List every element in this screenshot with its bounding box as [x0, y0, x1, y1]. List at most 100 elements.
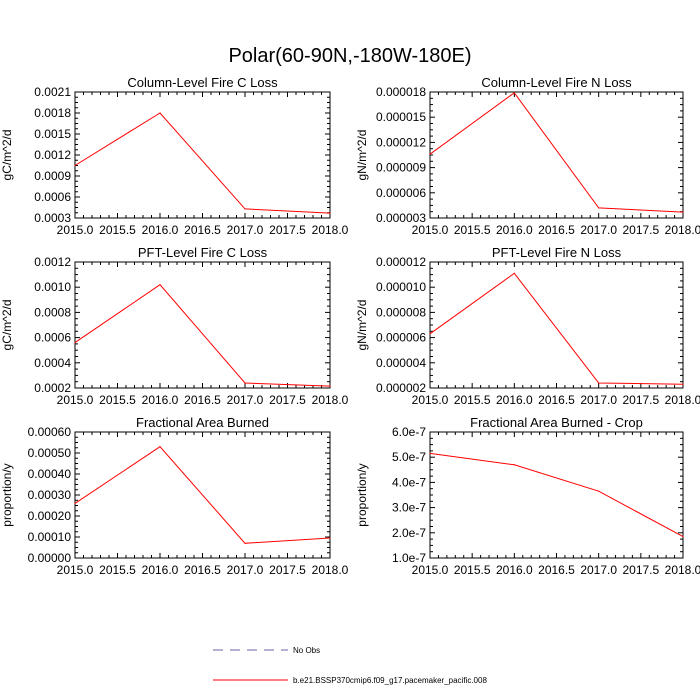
y-axis-label: proportion/y [0, 463, 14, 526]
series-line [74, 446, 331, 544]
y-tick-label: 0.0015 [34, 127, 71, 141]
data-point [159, 446, 161, 448]
y-tick-label: 0.0002 [34, 381, 71, 395]
x-tick-label: 2016.0 [142, 223, 179, 237]
y-tick-label: 0.0018 [34, 106, 71, 120]
data-point [429, 452, 431, 455]
panel-2: Column-Level Fire N Loss 0.000003 0.000006… [355, 75, 700, 237]
series-line [74, 112, 331, 214]
data-point [429, 153, 431, 155]
x-tick-label: 2018.0 [312, 223, 349, 237]
y-tick-label: 0.000009 [376, 161, 426, 175]
y-tick-label: 0.000015 [376, 110, 426, 124]
y-axis-label: gC/m^2/d [0, 300, 14, 351]
x-tick-label: 2017.0 [227, 393, 264, 407]
panel-4: PFT-Level Fire N Loss 0.000002 0.000004 0.0… [355, 245, 700, 407]
data-point [682, 535, 684, 538]
series-line [429, 452, 684, 538]
data-point [598, 382, 600, 384]
x-tick-label: 2015.0 [412, 223, 449, 237]
y-tick-label: 0.0021 [34, 85, 71, 99]
panel-title: Fractional Area Burned - Crop [470, 415, 643, 430]
y-tick-label: 0.000018 [376, 85, 426, 99]
data-point [74, 164, 76, 167]
data-point [329, 537, 331, 539]
y-tick-label: 0.00030 [28, 488, 72, 502]
plot-frame [429, 431, 684, 559]
data-point [159, 284, 161, 286]
data-point [429, 333, 431, 335]
x-tick-label: 2015.5 [99, 393, 136, 407]
panel-title: Column-Level Fire N Loss [481, 75, 632, 90]
plot-frame [74, 91, 331, 219]
panel-3: PFT-Level Fire C Loss 0.0002 0.0004 0.0006 0… [0, 245, 349, 407]
x-tick-label: 2015.0 [57, 393, 94, 407]
data-point [598, 207, 600, 209]
x-tick-label: 2017.5 [269, 563, 306, 577]
panel-title: Fractional Area Burned [136, 415, 269, 430]
x-tick-label: 2015.0 [412, 563, 449, 577]
y-tick-label: 0.0006 [34, 331, 71, 345]
data-point [159, 112, 161, 114]
x-tick-label: 2016.0 [142, 563, 179, 577]
data-point [682, 211, 684, 213]
y-tick-label: 0.000006 [376, 186, 426, 200]
plot-frame [429, 91, 684, 219]
panel-title: PFT-Level Fire C Loss [138, 245, 268, 260]
x-tick-label: 2015.5 [99, 563, 136, 577]
y-axis-label: gN/m^2/d [355, 300, 369, 351]
y-tick-label: 0.0003 [34, 211, 71, 225]
x-tick-label: 2015.0 [412, 393, 449, 407]
y-tick-label: 0.00050 [28, 446, 72, 460]
x-tick-label: 2017.5 [622, 223, 659, 237]
x-tick-label: 2018.0 [665, 393, 700, 407]
x-tick-label: 2017.0 [580, 563, 617, 577]
y-tick-label: 0.000006 [376, 331, 426, 345]
x-tick-label: 2018.0 [665, 563, 700, 577]
x-tick-label: 2015.5 [454, 393, 491, 407]
panels: Column-Level Fire C Loss 0.0003 0.0006 0.00… [0, 75, 700, 577]
x-tick-label: 2016.0 [142, 393, 179, 407]
x-tick-label: 2015.5 [454, 563, 491, 577]
y-tick-label: 0.00000 [28, 551, 72, 565]
data-point [513, 272, 515, 274]
series-line [429, 92, 684, 213]
x-tick-label: 2015.5 [99, 223, 136, 237]
y-axis-label: gN/m^2/d [355, 130, 369, 181]
figure-title: Polar(60-90N,-180W-180E) [228, 45, 471, 67]
x-tick-label: 2016.5 [538, 223, 575, 237]
y-tick-label: 0.000012 [376, 135, 426, 149]
data-point [513, 92, 515, 94]
y-tick-label: 5.0e-7 [392, 450, 426, 464]
x-tick-label: 2018.0 [312, 393, 349, 407]
series-line [429, 272, 684, 385]
plot-frame [74, 261, 331, 389]
x-tick-label: 2015.0 [57, 223, 94, 237]
panel-6: Fractional Area Burned - Crop 1.0e-7 2.0e-… [355, 415, 700, 577]
x-tick-label: 2016.5 [184, 563, 221, 577]
data-point [244, 382, 246, 384]
x-tick-label: 2017.0 [227, 223, 264, 237]
y-tick-label: 0.0012 [34, 148, 71, 162]
plot-frame [429, 261, 684, 389]
x-tick-label: 2016.0 [496, 393, 533, 407]
y-tick-label: 0.00040 [28, 467, 72, 481]
x-tick-label: 2018.0 [312, 563, 349, 577]
data-point [74, 502, 76, 504]
y-tick-label: 0.0012 [34, 255, 71, 269]
x-tick-label: 2016.5 [184, 223, 221, 237]
y-tick-label: 6.0e-7 [392, 425, 426, 439]
y-tick-label: 3.0e-7 [392, 501, 426, 515]
y-tick-label: 1.0e-7 [392, 551, 426, 565]
data-point [244, 542, 246, 544]
y-tick-label: 0.0006 [34, 190, 71, 204]
y-tick-label: 0.00060 [28, 425, 72, 439]
data-point [329, 212, 331, 214]
y-tick-label: 0.000010 [376, 280, 426, 294]
data-point [682, 383, 684, 385]
series-line [74, 284, 331, 387]
y-tick-label: 0.0009 [34, 169, 71, 183]
y-tick-label: 0.00010 [28, 530, 72, 544]
y-tick-label: 4.0e-7 [392, 475, 426, 489]
